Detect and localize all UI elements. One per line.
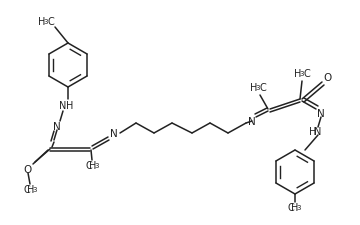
Text: 3: 3 (33, 186, 37, 192)
Text: H: H (291, 202, 299, 212)
Text: C: C (48, 17, 54, 27)
Text: O: O (324, 73, 332, 83)
Text: H: H (27, 184, 35, 194)
Text: N: N (59, 101, 67, 110)
Text: 3: 3 (95, 162, 99, 168)
Text: 3: 3 (297, 204, 301, 210)
Text: O: O (24, 164, 32, 174)
Text: 3: 3 (300, 71, 304, 77)
Text: C: C (303, 69, 310, 79)
Text: H: H (250, 83, 258, 93)
Text: 3: 3 (44, 19, 48, 25)
Text: H: H (89, 160, 97, 170)
Text: C: C (260, 83, 266, 93)
Text: N: N (317, 108, 325, 119)
Text: C: C (86, 160, 93, 170)
Text: 3: 3 (256, 85, 260, 91)
Text: H: H (294, 69, 302, 79)
Text: N: N (314, 126, 322, 136)
Text: H: H (38, 17, 46, 27)
Text: N: N (248, 117, 256, 126)
Text: C: C (24, 184, 30, 194)
Text: C: C (288, 202, 294, 212)
Text: N: N (53, 122, 61, 131)
Text: N: N (110, 128, 118, 138)
Text: H: H (309, 126, 317, 136)
Text: H: H (66, 101, 74, 110)
